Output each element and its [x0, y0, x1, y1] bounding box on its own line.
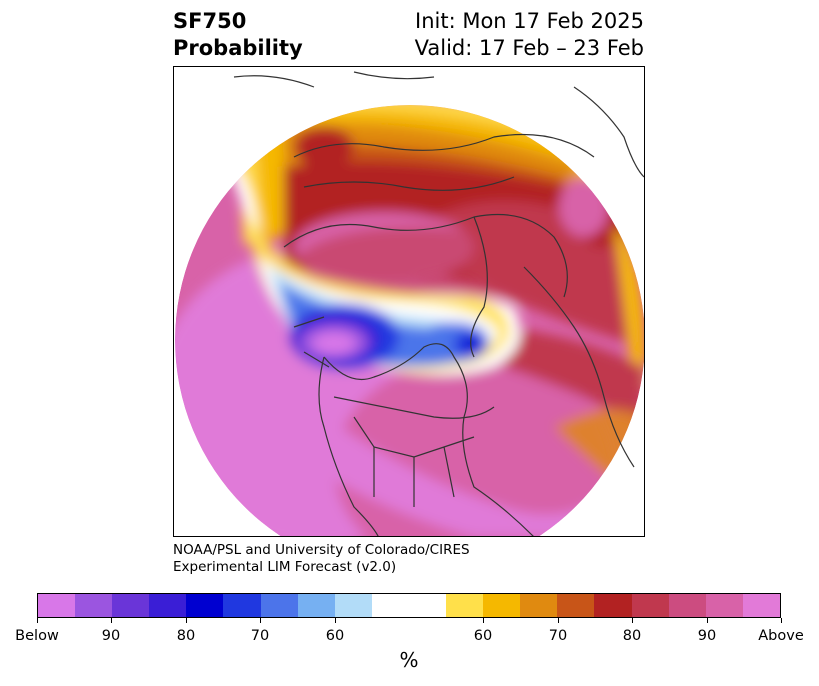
map-title: SF750 Probability — [173, 8, 303, 62]
coastlines — [233, 71, 644, 536]
colorbar-segment — [297, 594, 335, 617]
colorbar-segment — [742, 594, 780, 617]
colorbar-tick-label: 90 — [697, 628, 717, 644]
map-graphic — [174, 67, 644, 536]
colorbar-segment — [260, 594, 298, 617]
credit-text: NOAA/PSL and University of Colorado/CIRE… — [173, 542, 470, 576]
colorbar-tick — [186, 618, 187, 623]
colorbar-tick — [111, 618, 112, 623]
colorbar-tick-label: Above — [758, 628, 804, 644]
colorbar-segment — [631, 594, 669, 617]
colorbar-tick-label: 70 — [250, 628, 270, 644]
colorbar-segment — [223, 594, 261, 617]
colorbar-tick — [37, 618, 38, 623]
colorbar-tick-label: 60 — [473, 628, 493, 644]
colorbar-segment — [668, 594, 706, 617]
colorbar-unit: % — [399, 648, 419, 672]
colorbar-tick — [483, 618, 484, 623]
probability-map — [173, 66, 645, 537]
colorbar-segment — [483, 594, 521, 617]
colorbar-tick-label: 80 — [622, 628, 642, 644]
colorbar-segment — [112, 594, 150, 617]
colorbar-tick — [558, 618, 559, 623]
colorbar-segment — [408, 594, 447, 617]
colorbar-tick — [707, 618, 708, 623]
colorbar-tick — [260, 618, 261, 623]
valid-label: Valid: 17 Feb – 23 Feb — [414, 36, 644, 60]
colorbar-segment — [557, 594, 595, 617]
colorbar-tick — [781, 618, 782, 623]
colorbar-segment — [334, 594, 372, 617]
probability-shading — [175, 105, 644, 536]
credit-line-1: NOAA/PSL and University of Colorado/CIRE… — [173, 542, 470, 558]
colorbar-tick-label: 80 — [176, 628, 196, 644]
colorbar-segment — [186, 594, 224, 617]
colorbar-segment — [446, 594, 484, 617]
colorbar-tick-label: Below — [15, 628, 59, 644]
colorbar-segment — [520, 594, 558, 617]
product-label: Probability — [173, 36, 303, 60]
colorbar-segment — [75, 594, 113, 617]
colorbar-segment — [705, 594, 743, 617]
colorbar-segment — [38, 594, 76, 617]
colorbar-tick-label: 90 — [101, 628, 121, 644]
colorbar — [37, 593, 781, 618]
colorbar-segment — [149, 594, 187, 617]
init-label: Init: Mon 17 Feb 2025 — [415, 9, 644, 33]
colorbar-segment — [371, 594, 409, 617]
colorbar-segment — [594, 594, 632, 617]
colorbar-tick — [335, 618, 336, 623]
variable-label: SF750 — [173, 9, 247, 33]
credit-line-2: Experimental LIM Forecast (v2.0) — [173, 559, 397, 575]
forecast-dates: Init: Mon 17 Feb 2025 Valid: 17 Feb – 23… — [415, 8, 644, 62]
colorbar-tick-label: 70 — [548, 628, 568, 644]
colorbar-tick — [632, 618, 633, 623]
colorbar-tick-label: 60 — [325, 628, 345, 644]
